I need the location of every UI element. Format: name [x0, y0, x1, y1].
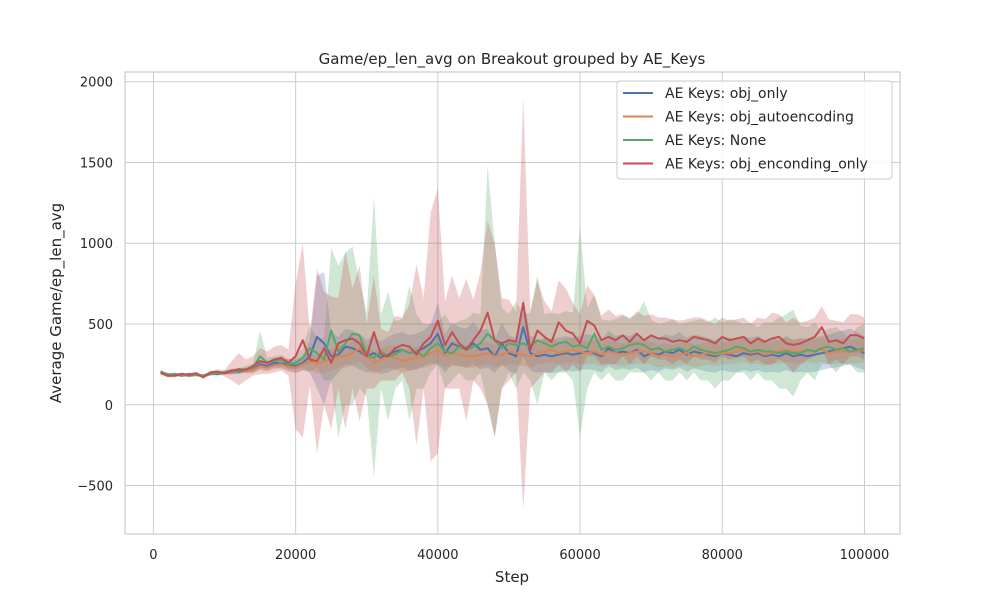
- y-tick-label: −500: [77, 480, 113, 495]
- x-tick-label: 80000: [702, 548, 743, 563]
- confidence-band-2: [160, 165, 865, 478]
- y-axis-label: Average Game/ep_len_avg: [47, 203, 66, 403]
- x-tick-label: 100000: [840, 548, 890, 563]
- series-line-0: [160, 326, 865, 377]
- legend-label: AE Keys: obj_autoencoding: [665, 110, 854, 126]
- confidence-band-3: [160, 96, 865, 510]
- series-line-1: [160, 347, 865, 378]
- x-tick-label: 0: [149, 548, 157, 563]
- x-axis-label: Step: [495, 568, 529, 586]
- plot-frame: [124, 71, 901, 535]
- x-axis-ticks: 0 20000 40000 60000 80000 100000: [149, 548, 889, 563]
- series-line-3: [160, 302, 865, 379]
- y-tick-label: 1500: [80, 156, 113, 171]
- confidence-band-0: [160, 272, 865, 405]
- legend-label: AE Keys: obj_only: [665, 86, 788, 102]
- legend-label: AE Keys: obj_enconding_only: [665, 157, 868, 173]
- legend: AE Keys: obj_only AE Keys: obj_autoencodi…: [616, 80, 893, 180]
- y-tick-label: 2000: [80, 76, 113, 91]
- legend-label: AE Keys: None: [665, 133, 766, 149]
- y-tick-label: 0: [105, 399, 113, 414]
- chart-title: Game/ep_len_avg on Breakout grouped by A…: [319, 50, 706, 69]
- y-tick-label: 1000: [80, 237, 113, 252]
- y-axis-ticks: −500 0 500 1000 1500 2000: [77, 76, 113, 495]
- x-tick-label: 40000: [417, 548, 458, 563]
- y-tick-label: 500: [88, 318, 113, 333]
- series-lines: [160, 302, 865, 379]
- x-tick-label: 20000: [275, 548, 316, 563]
- x-tick-label: 60000: [559, 548, 600, 563]
- legend-box: [616, 80, 893, 180]
- series-line-2: [160, 329, 865, 377]
